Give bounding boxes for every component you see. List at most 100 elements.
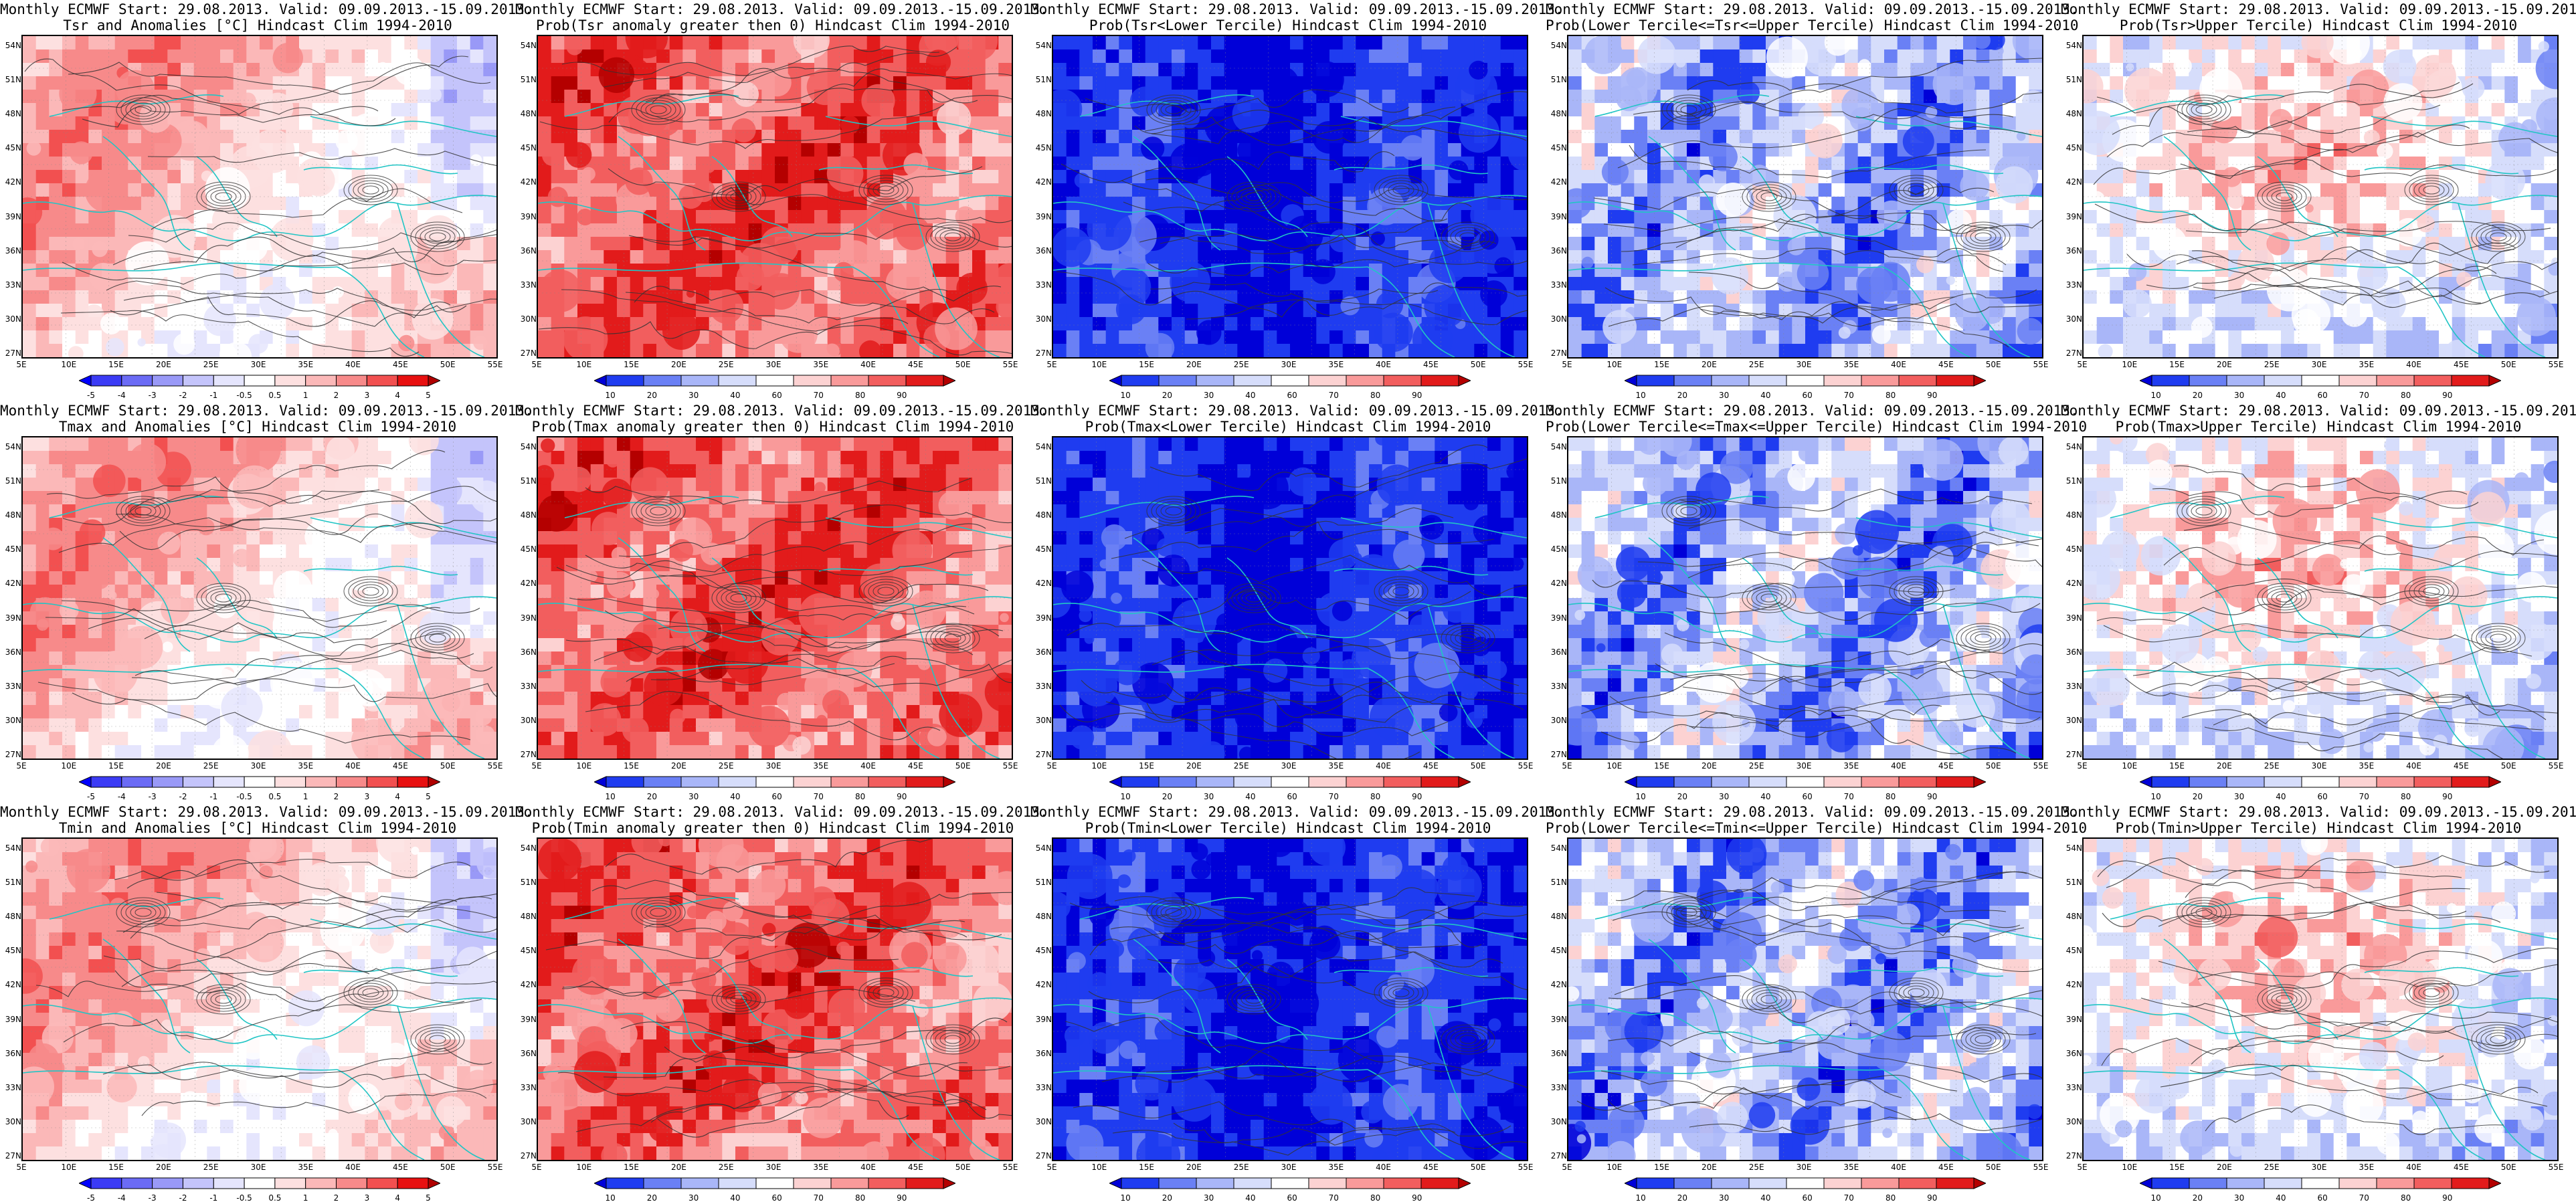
longitude-tick-label: 5E bbox=[1562, 360, 1572, 369]
longitude-tick-label: 10E bbox=[61, 761, 77, 771]
colorbar-tick-label: 60 bbox=[1802, 1193, 1813, 1203]
latitude-tick-label: 33N bbox=[1550, 280, 1567, 290]
latitude-tick-label: 51N bbox=[5, 476, 21, 486]
colorbar-segment bbox=[1158, 776, 1197, 788]
colorbar-segment bbox=[2140, 776, 2152, 788]
map-svg bbox=[23, 437, 496, 759]
longitude-tick-label: 30E bbox=[250, 761, 266, 771]
colorbar-segment bbox=[606, 776, 644, 788]
latitude-tick-label: 51N bbox=[1550, 476, 1567, 486]
longitude-tick-label: 55E bbox=[1517, 360, 1534, 369]
colorbar-tick-label: 60 bbox=[1287, 391, 1297, 400]
latitude-tick-label: 27N bbox=[1035, 750, 1052, 759]
colorbar-segment bbox=[643, 375, 682, 387]
colorbar-tick-label: 40 bbox=[1245, 792, 1256, 801]
colorbar-segment bbox=[397, 375, 429, 387]
latitude-tick-label: 48N bbox=[1550, 109, 1567, 119]
colorbar-segment bbox=[1786, 776, 1825, 788]
longitude-tick-label: 25E bbox=[1748, 761, 1764, 771]
colorbar-segment bbox=[366, 375, 398, 387]
panel-title-line2: Prob(Lower Tercile<=Tmax<=Upper Tercile)… bbox=[1546, 419, 2088, 435]
colorbar-segment bbox=[428, 1177, 440, 1189]
colorbar-segment bbox=[943, 776, 955, 788]
longitude-tick-label: 5E bbox=[16, 360, 27, 369]
longitude-tick-label: 20E bbox=[1186, 761, 1202, 771]
colorbar-tick-label: 1 bbox=[302, 1193, 308, 1203]
colorbar-segment bbox=[1196, 375, 1234, 387]
colorbar-segment bbox=[2338, 776, 2377, 788]
colorbar-segment bbox=[336, 776, 367, 788]
colorbar-segment bbox=[1109, 776, 1122, 788]
latitude-tick-label: 36N bbox=[5, 647, 21, 657]
map-area bbox=[537, 436, 1013, 760]
latitude-tick-label: 36N bbox=[1035, 245, 1052, 256]
longitude-tick-label: 25E bbox=[203, 1163, 219, 1172]
colorbar-segment bbox=[1420, 776, 1459, 788]
latitude-tick-label: 36N bbox=[1550, 647, 1567, 657]
latitude-tick-label: 51N bbox=[520, 75, 537, 85]
longitude-tick-label: 20E bbox=[2216, 360, 2232, 369]
colorbar-segment bbox=[2488, 375, 2501, 387]
colorbar-segment bbox=[79, 776, 92, 788]
colorbar-segment bbox=[397, 1177, 429, 1189]
latitude-tick-label: 54N bbox=[1035, 843, 1052, 853]
latitude-tick-label: 36N bbox=[1550, 1048, 1567, 1058]
latitude-tick-label: 48N bbox=[5, 510, 21, 520]
latitude-tick-label: 42N bbox=[5, 980, 21, 990]
longitude-tick-label: 40E bbox=[345, 1163, 361, 1172]
latitude-tick-label: 45N bbox=[520, 946, 537, 956]
colorbar-segment bbox=[1786, 375, 1825, 387]
longitude-tick-label: 5E bbox=[16, 761, 27, 771]
colorbar-segment bbox=[2151, 776, 2190, 788]
colorbar-segment bbox=[1636, 375, 1675, 387]
latitude-tick-label: 30N bbox=[2065, 314, 2082, 324]
latitude-tick-label: 30N bbox=[2065, 1116, 2082, 1126]
latitude-tick-label: 48N bbox=[1550, 510, 1567, 520]
longitude-tick-label: 5E bbox=[1562, 1163, 1572, 1172]
colorbar-segment bbox=[183, 776, 214, 788]
forecast-panel: Monthly ECMWF Start: 29.08.2013. Valid: … bbox=[2061, 0, 2576, 401]
colorbar-segment bbox=[366, 1177, 398, 1189]
colorbar-tick-label: 40 bbox=[1760, 1193, 1771, 1203]
latitude-tick-label: 36N bbox=[2065, 647, 2082, 657]
colorbar bbox=[594, 1177, 955, 1189]
colorbar-segment bbox=[213, 1177, 245, 1189]
colorbar-tick-label: 80 bbox=[1370, 792, 1381, 801]
latitude-tick-label: 30N bbox=[520, 1116, 537, 1126]
latitude-tick-label: 39N bbox=[1035, 1014, 1052, 1024]
latitude-tick-label: 27N bbox=[5, 348, 21, 358]
longitude-tick-label: 10E bbox=[1091, 1163, 1107, 1172]
longitude-tick-label: 10E bbox=[576, 360, 592, 369]
latitude-tick-label: 48N bbox=[1035, 912, 1052, 922]
forecast-panel: Monthly ECMWF Start: 29.08.2013. Valid: … bbox=[0, 803, 533, 1204]
colorbar-segment bbox=[274, 776, 306, 788]
latitude-tick-label: 51N bbox=[5, 878, 21, 888]
panel-title-line2: Prob(Tsr anomaly greater then 0) Hindcas… bbox=[535, 17, 1010, 33]
colorbar-segment bbox=[1748, 1177, 1787, 1189]
longitude-tick-label: 5E bbox=[531, 360, 542, 369]
forecast-panel: Monthly ECMWF Start: 29.08.2013. Valid: … bbox=[515, 401, 1048, 803]
map-area bbox=[1567, 35, 2043, 359]
latitude-tick-label: 33N bbox=[1550, 681, 1567, 691]
colorbar-tick-label: -0.5 bbox=[236, 391, 252, 400]
longitude-tick-label: 45E bbox=[392, 761, 408, 771]
colorbar-segment bbox=[2488, 776, 2501, 788]
colorbar-segment bbox=[1823, 776, 1862, 788]
longitude-tick-label: 35E bbox=[1843, 360, 1859, 369]
colorbar-tick-label: 90 bbox=[897, 391, 907, 400]
panel-title-line1: Monthly ECMWF Start: 29.08.2013. Valid: … bbox=[1030, 1, 1564, 17]
colorbar-tick-label: -3 bbox=[148, 391, 157, 400]
colorbar-tick-label: 70 bbox=[1328, 1193, 1339, 1203]
longitude-tick-label: 50E bbox=[955, 761, 971, 771]
forecast-panel: Monthly ECMWF Start: 29.08.2013. Valid: … bbox=[1030, 803, 1564, 1204]
longitude-tick-label: 40E bbox=[2406, 360, 2422, 369]
latitude-tick-label: 42N bbox=[2065, 579, 2082, 589]
colorbar-tick-label: 30 bbox=[1204, 1193, 1214, 1203]
latitude-tick-label: 54N bbox=[5, 843, 21, 853]
latitude-tick-label: 33N bbox=[1550, 1082, 1567, 1092]
colorbar-tick-label: 70 bbox=[1843, 391, 1854, 400]
latitude-tick-label: 42N bbox=[1035, 980, 1052, 990]
colorbar-tick-label: 60 bbox=[1287, 792, 1297, 801]
forecast-panel: Monthly ECMWF Start: 29.08.2013. Valid: … bbox=[0, 0, 533, 401]
latitude-tick-label: 48N bbox=[1550, 912, 1567, 922]
